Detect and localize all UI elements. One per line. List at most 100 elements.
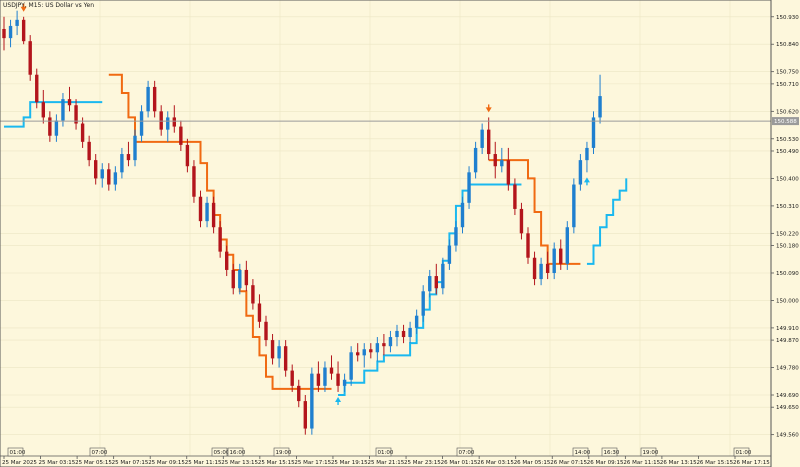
candle-bear bbox=[316, 373, 321, 386]
x-tick-label: 25 Mar 19:15 bbox=[331, 460, 368, 466]
candle-bear bbox=[80, 123, 85, 142]
x-tick-label: 25 Mar 07:15 bbox=[112, 460, 149, 466]
candle-bull bbox=[408, 327, 412, 338]
x-tick-label: 26 Mar 17:15 bbox=[733, 460, 770, 466]
x-tick-label: 26 Mar 13:15 bbox=[660, 460, 697, 466]
candle-bull bbox=[15, 19, 19, 26]
candle-bear bbox=[244, 269, 249, 286]
time-marker-box bbox=[601, 447, 618, 457]
time-marker-box bbox=[375, 447, 392, 457]
candle-bull bbox=[100, 169, 104, 179]
candle-bear bbox=[159, 111, 163, 130]
candle-bear bbox=[179, 126, 183, 145]
candle-bear bbox=[35, 74, 39, 103]
candle-bull bbox=[454, 227, 458, 246]
grid bbox=[0, 0, 771, 456]
y-tick-label: 149.780 bbox=[776, 366, 799, 372]
candle-bear bbox=[297, 385, 301, 402]
time-marker-label: 14:00 bbox=[575, 450, 591, 456]
candle-bull bbox=[146, 86, 150, 112]
y-tick-label: 150.840 bbox=[776, 42, 799, 48]
y-tick-label: 150.310 bbox=[776, 204, 799, 210]
y-tick-label: 150.180 bbox=[776, 244, 799, 250]
x-tick-label: 25 Mar 05:15 bbox=[75, 460, 112, 466]
candle-bull bbox=[460, 202, 465, 228]
x-tick-label: 25 Mar 23:15 bbox=[404, 460, 441, 466]
sell-arrow-icon bbox=[20, 6, 27, 12]
candle-bear bbox=[257, 303, 262, 322]
price-tag: 150.588 bbox=[772, 117, 799, 126]
x-tick-label: 26 Mar 11:15 bbox=[623, 460, 660, 466]
candle-bull bbox=[375, 343, 380, 353]
candle-bull bbox=[552, 248, 556, 273]
time-marker-box bbox=[211, 447, 228, 457]
candle-bear bbox=[48, 117, 52, 136]
sell-arrow-icon bbox=[485, 107, 492, 113]
candle-bear bbox=[434, 276, 438, 289]
candle-bear bbox=[172, 117, 176, 127]
x-tick-label: 25 Mar 13:15 bbox=[221, 460, 258, 466]
candle-bear bbox=[264, 321, 268, 341]
candle-bear bbox=[329, 367, 334, 374]
candle-bear bbox=[107, 169, 111, 185]
candle-bear bbox=[198, 196, 203, 222]
y-tick-label: 150.220 bbox=[776, 231, 799, 237]
time-marker-label: 16:00 bbox=[230, 450, 246, 456]
supertrend-down-line bbox=[108, 73, 332, 390]
candle-bull bbox=[421, 291, 425, 316]
candle-bull bbox=[414, 315, 419, 328]
supertrend-up-line bbox=[338, 183, 522, 396]
candle-bull bbox=[238, 269, 242, 289]
candle-bull bbox=[565, 227, 569, 264]
candle-bear bbox=[532, 257, 537, 280]
supertrend-up-line bbox=[4, 101, 103, 128]
price-tag-label: 150.588 bbox=[774, 119, 797, 125]
candle-bear bbox=[192, 166, 196, 197]
candle-bull bbox=[362, 349, 366, 356]
candle-bear bbox=[493, 154, 497, 167]
time-marker-label: 16:30 bbox=[604, 450, 620, 456]
candle-bull bbox=[585, 147, 589, 161]
y-tick-label: 150.000 bbox=[776, 298, 799, 304]
candle-bear bbox=[270, 340, 275, 359]
candle-bull bbox=[441, 263, 445, 289]
candle-bull bbox=[388, 337, 393, 347]
candle-bear bbox=[21, 19, 26, 42]
candle-bear bbox=[303, 401, 307, 429]
y-tick-label: 149.560 bbox=[776, 433, 799, 439]
y-tick-label: 150.400 bbox=[776, 176, 799, 182]
candle-bear bbox=[67, 99, 72, 106]
candle-bear bbox=[513, 184, 517, 209]
candle-bull bbox=[54, 120, 59, 136]
candle-bear bbox=[283, 346, 288, 371]
candle-bull bbox=[480, 129, 484, 148]
candle-bull bbox=[277, 346, 281, 359]
x-tick-label: 26 Mar 05:15 bbox=[514, 460, 551, 466]
candle-bull bbox=[539, 263, 543, 280]
time-marker-label: 19:00 bbox=[276, 450, 292, 456]
candle-bear bbox=[87, 141, 91, 161]
y-tick-label: 149.910 bbox=[776, 326, 799, 332]
candle-bear bbox=[218, 227, 222, 252]
x-tick-label: 25 Mar 11:15 bbox=[185, 460, 222, 466]
x-tick-label: 26 Mar 03:15 bbox=[477, 460, 514, 466]
y-tick-label: 150.530 bbox=[776, 137, 799, 143]
time-marker-label: 07:00 bbox=[92, 450, 108, 456]
time-marker-box bbox=[227, 447, 244, 457]
candle-bull bbox=[473, 147, 478, 173]
price-tag-box bbox=[772, 117, 799, 126]
candle-bear bbox=[545, 263, 550, 273]
y-tick-label: 150.930 bbox=[776, 15, 799, 21]
candle-bull bbox=[310, 373, 314, 429]
candle-bull bbox=[61, 99, 65, 121]
candle-bull bbox=[349, 352, 353, 380]
x-tick-label: 25 Mar 03:15 bbox=[39, 460, 76, 466]
candle-bull bbox=[113, 172, 118, 185]
x-tick-label: 25 Mar 21:15 bbox=[368, 460, 405, 466]
x-tick-label: 26 Mar 07:15 bbox=[550, 460, 587, 466]
time-marker-label: 01:00 bbox=[378, 450, 394, 456]
candle-bear bbox=[2, 28, 6, 39]
buy-arrow-icon bbox=[335, 396, 342, 402]
time-marker-box bbox=[89, 447, 106, 457]
candle-bear bbox=[401, 330, 406, 338]
